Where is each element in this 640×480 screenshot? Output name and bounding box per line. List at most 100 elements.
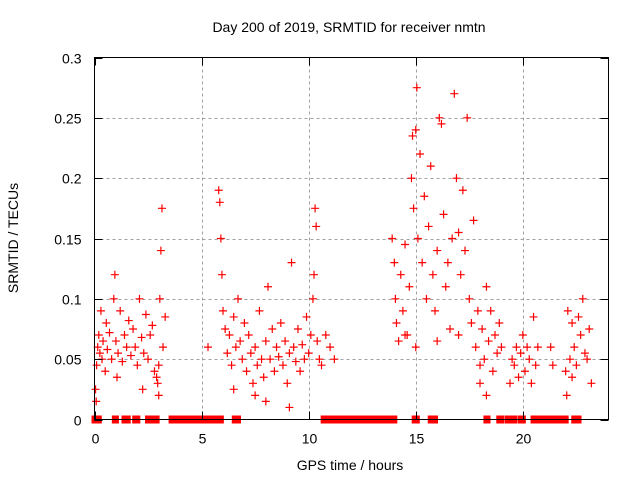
data-point — [263, 282, 272, 291]
x-tick-label: 5 — [199, 431, 207, 447]
data-point — [488, 367, 497, 376]
data-point — [473, 306, 482, 315]
data-point — [306, 331, 315, 340]
data-point — [126, 351, 135, 360]
data-point — [141, 310, 150, 319]
data-point — [268, 325, 277, 333]
data-point — [463, 113, 472, 122]
data-point — [441, 282, 450, 291]
data-point — [225, 331, 234, 340]
data-point — [110, 270, 119, 279]
data-point — [497, 343, 506, 352]
data-point — [476, 379, 484, 388]
data-point — [281, 337, 290, 346]
data-point — [120, 331, 129, 340]
data-point — [458, 186, 467, 195]
data-point — [233, 294, 242, 303]
data-point — [278, 361, 287, 370]
data-point — [300, 355, 309, 364]
data-point — [433, 337, 442, 346]
data-point — [99, 337, 108, 346]
data-point — [471, 343, 480, 352]
data-point — [437, 119, 446, 128]
y-tick-label: 0.2 — [62, 171, 82, 187]
data-point — [150, 367, 159, 376]
data-point — [574, 312, 583, 321]
data-point — [155, 294, 164, 303]
data-point — [293, 325, 302, 333]
data-point — [482, 391, 491, 400]
y-tick-label: 0.3 — [62, 51, 82, 67]
data-point — [495, 318, 504, 327]
data-point — [428, 270, 437, 279]
x-tick-label: 15 — [409, 431, 425, 447]
data-point — [443, 258, 452, 267]
data-point — [391, 294, 400, 303]
data-point — [452, 174, 461, 183]
data-point — [531, 361, 540, 370]
data-point — [274, 352, 283, 361]
data-point — [568, 318, 577, 327]
data-point — [516, 349, 525, 358]
data-point — [446, 325, 455, 333]
y-axis-label: SRMTID / TECUs — [5, 183, 21, 293]
data-point — [396, 270, 405, 279]
data-point — [216, 234, 225, 243]
data-point — [298, 340, 307, 349]
data-point — [505, 379, 514, 388]
data-point — [246, 349, 255, 358]
data-point — [416, 150, 425, 159]
data-point — [131, 343, 140, 352]
plot-frame — [94, 57, 609, 420]
data-point — [482, 282, 491, 291]
data-point — [283, 379, 292, 388]
data-point — [154, 361, 163, 370]
data-point — [326, 343, 335, 352]
data-point — [321, 331, 330, 340]
data-point — [92, 361, 101, 370]
data-point — [276, 318, 285, 327]
data-point — [405, 282, 414, 291]
data-point — [401, 240, 410, 249]
x-tick-label: 20 — [516, 431, 532, 447]
data-point — [317, 361, 326, 370]
data-point — [114, 349, 123, 358]
x-tick-label: 10 — [302, 431, 318, 447]
data-point — [476, 361, 484, 370]
data-point — [568, 373, 577, 382]
data-point — [240, 318, 249, 327]
data-point — [161, 312, 170, 321]
data-points — [91, 83, 596, 424]
data-point — [261, 397, 270, 406]
data-point — [388, 234, 397, 243]
data-point — [215, 198, 224, 207]
data-point — [285, 349, 294, 358]
data-point — [92, 397, 101, 406]
data-point — [96, 306, 105, 315]
data-point — [242, 367, 251, 376]
data-point — [223, 349, 232, 358]
data-point — [266, 355, 275, 364]
x-axis-label: GPS time / hours — [297, 457, 404, 473]
data-point — [408, 131, 417, 140]
data-point — [133, 361, 142, 370]
data-point — [146, 331, 155, 340]
data-point — [219, 306, 227, 315]
data-point — [270, 367, 279, 376]
data-point — [411, 125, 420, 134]
data-point — [484, 337, 493, 346]
data-point — [94, 331, 103, 340]
data-point — [159, 343, 168, 352]
data-point — [461, 246, 470, 255]
data-point — [137, 333, 146, 342]
data-point — [217, 270, 226, 279]
data-point — [418, 258, 427, 267]
y-tick-label: 0.25 — [54, 111, 81, 127]
data-point — [109, 294, 118, 303]
data-point — [251, 343, 260, 352]
data-point — [107, 355, 116, 364]
data-point — [454, 331, 463, 340]
y-tick-label: 0.05 — [54, 352, 81, 368]
data-point — [257, 355, 266, 364]
y-tick-label: 0.1 — [62, 292, 82, 308]
